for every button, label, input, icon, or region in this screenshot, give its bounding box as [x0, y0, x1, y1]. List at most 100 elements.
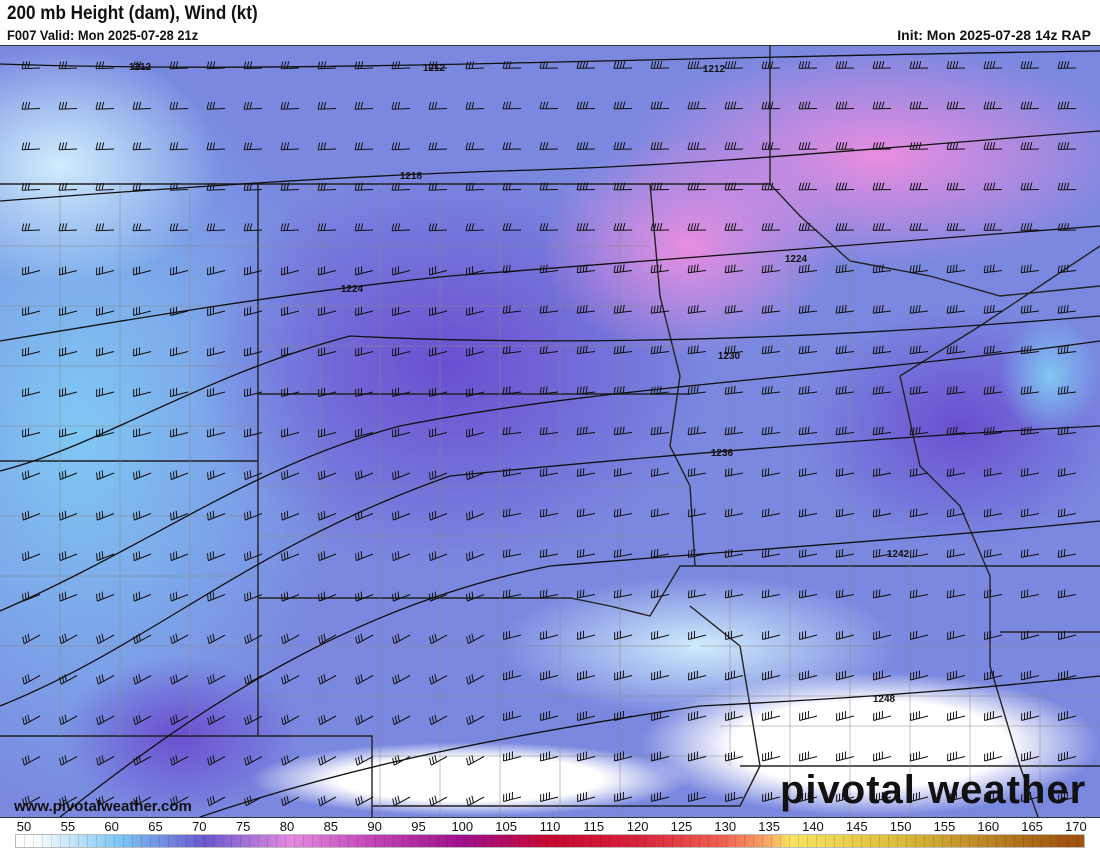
wind-barb: [539, 345, 559, 355]
wind-barb: [280, 101, 300, 110]
colorbar-tick: 100: [451, 819, 474, 834]
valid-time: F007 Valid: Mon 2025-07-28 21z: [7, 27, 199, 43]
wind-barb: [983, 345, 1003, 355]
wind-barb: [59, 633, 78, 645]
wind-barb: [59, 674, 78, 685]
wind-barb: [243, 61, 263, 70]
wind-barb: [96, 347, 115, 357]
wind-barb: [761, 304, 781, 314]
wind-barb: [725, 791, 744, 802]
wind-barb: [207, 551, 226, 562]
wind-barb: [465, 61, 485, 70]
wind-barb: [317, 223, 337, 232]
wind-barb: [835, 385, 855, 395]
wind-barb: [355, 755, 374, 766]
wind-barb: [392, 510, 411, 521]
wind-barb: [21, 101, 41, 110]
wind-barb: [502, 61, 522, 69]
wind-barb: [1058, 670, 1077, 681]
wind-barb: [133, 510, 152, 521]
wind-barb: [95, 142, 115, 151]
wind-barb: [1058, 751, 1077, 762]
wind-barb: [946, 467, 966, 477]
wind-barb: [58, 61, 78, 70]
wind-barb: [910, 670, 929, 681]
wind-barb: [207, 428, 226, 438]
wind-barb: [318, 633, 337, 645]
colorbar-tick: 170: [1065, 819, 1087, 834]
wind-barb: [429, 470, 448, 481]
wind-barb: [392, 795, 411, 807]
wind-barb: [576, 61, 596, 69]
wind-barb: [539, 426, 559, 436]
wind-barb: [466, 551, 485, 562]
wind-barb: [207, 633, 226, 645]
wind-barb: [170, 714, 189, 726]
wind-barb: [762, 710, 781, 721]
colorbar-tick: 125: [670, 819, 693, 834]
wind-barb: [576, 182, 596, 191]
wind-barb: [244, 795, 263, 807]
wind-barb: [170, 347, 189, 357]
wind-barb: [354, 101, 374, 110]
wind-barb: [22, 470, 41, 481]
weather-map[interactable]: 1212 1212 1212 1218 1224 1224 1230 1236 …: [0, 45, 1100, 818]
wind-barb: [1057, 508, 1077, 518]
wind-barb: [872, 142, 892, 150]
wind-barb: [835, 264, 855, 274]
wind-barb: [244, 633, 263, 645]
wind-barb: [169, 101, 189, 110]
wind-barb: [132, 142, 152, 151]
wind-barb: [244, 266, 263, 276]
wind-barb: [909, 223, 929, 231]
wind-barb: [761, 426, 781, 436]
wind-barb: [392, 633, 411, 645]
wind-barb: [133, 755, 152, 766]
wind-barb: [798, 467, 818, 477]
wind-barb: [466, 266, 485, 276]
wind-barb: [502, 508, 522, 518]
wind-barb: [1058, 630, 1077, 640]
wind-barb: [132, 182, 152, 191]
wind-barb: [132, 101, 152, 110]
wind-barb: [947, 751, 966, 762]
wind-barb: [1020, 61, 1040, 69]
wind-barb: [1057, 142, 1077, 150]
wind-barb: [762, 791, 781, 802]
init-time: Init: Mon 2025-07-28 14z RAP: [897, 27, 1091, 43]
wind-barb: [502, 223, 522, 231]
wind-barb: [613, 467, 633, 477]
wind-barb: [22, 795, 41, 807]
wind-barb: [798, 426, 818, 436]
wind-barb: [687, 345, 707, 355]
wind-barb: [725, 751, 744, 762]
wind-barb: [947, 630, 966, 640]
wind-barb: [95, 101, 115, 110]
wind-barb: [170, 428, 189, 438]
colorbar-tick: 150: [889, 819, 912, 834]
wind-barb: [798, 61, 818, 69]
wind-barb: [1020, 182, 1040, 191]
wind-barb: [613, 426, 633, 436]
wind-barb: [170, 306, 189, 316]
wind-barb: [502, 548, 522, 558]
wind-barb: [207, 347, 226, 357]
wind-barb: [539, 182, 559, 191]
colorbar-tick: 75: [235, 819, 251, 834]
wind-barb: [725, 630, 744, 640]
wind-barb: [1021, 630, 1040, 640]
wind-barb: [946, 508, 966, 518]
wind-barb: [22, 551, 41, 562]
wind-barb: [1020, 264, 1040, 274]
wind-barb: [1058, 710, 1077, 721]
wind-barb: [983, 101, 1003, 110]
colorbar-tick: 165: [1021, 819, 1043, 834]
wind-barb: [1057, 61, 1077, 69]
wind-barb: [724, 61, 744, 69]
wind-barb: [614, 710, 633, 721]
wind-barb: [983, 426, 1003, 436]
wind-barb: [872, 182, 892, 191]
wind-barb: [798, 223, 818, 231]
wind-barb: [687, 101, 707, 110]
wind-barb: [502, 101, 522, 110]
